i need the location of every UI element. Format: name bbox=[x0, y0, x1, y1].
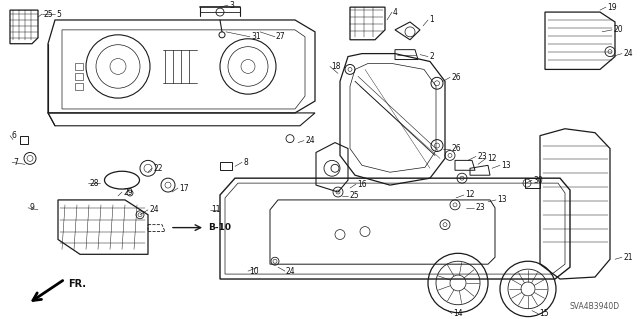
Text: 13: 13 bbox=[497, 196, 507, 204]
Text: 10: 10 bbox=[249, 267, 259, 276]
Text: 12: 12 bbox=[487, 154, 497, 163]
Text: 25: 25 bbox=[349, 191, 358, 200]
Text: B-10: B-10 bbox=[208, 223, 231, 232]
Text: 5: 5 bbox=[56, 10, 61, 19]
Text: 22: 22 bbox=[153, 164, 163, 173]
Text: 26: 26 bbox=[451, 144, 461, 153]
Text: 15: 15 bbox=[539, 309, 548, 318]
Text: 4: 4 bbox=[393, 8, 398, 17]
Text: 23: 23 bbox=[477, 152, 486, 161]
Text: 14: 14 bbox=[453, 309, 463, 318]
Text: 20: 20 bbox=[613, 26, 623, 34]
Text: 13: 13 bbox=[501, 161, 511, 170]
Text: 7: 7 bbox=[13, 158, 18, 167]
Text: 17: 17 bbox=[179, 183, 189, 193]
Text: 16: 16 bbox=[357, 180, 367, 189]
Text: 8: 8 bbox=[243, 158, 248, 167]
Text: 21: 21 bbox=[623, 253, 632, 262]
Text: 31: 31 bbox=[251, 32, 260, 41]
Text: 19: 19 bbox=[607, 3, 616, 11]
Text: 28: 28 bbox=[89, 179, 99, 188]
Text: 24: 24 bbox=[305, 136, 315, 145]
Text: 2: 2 bbox=[429, 52, 434, 61]
Text: 29: 29 bbox=[123, 188, 132, 197]
Text: 18: 18 bbox=[331, 62, 340, 71]
Text: 3: 3 bbox=[229, 1, 234, 10]
Text: 24: 24 bbox=[623, 49, 632, 58]
Text: 23: 23 bbox=[475, 203, 484, 212]
Text: 24: 24 bbox=[286, 267, 296, 276]
Text: 24: 24 bbox=[149, 205, 159, 214]
Text: 30: 30 bbox=[533, 176, 543, 185]
Text: 11: 11 bbox=[211, 205, 221, 214]
Text: 9: 9 bbox=[29, 203, 34, 212]
Text: 1: 1 bbox=[429, 16, 434, 25]
Text: SVA4B3940D: SVA4B3940D bbox=[570, 302, 620, 311]
Text: FR.: FR. bbox=[68, 279, 86, 289]
Text: 26: 26 bbox=[451, 73, 461, 82]
Text: 12: 12 bbox=[465, 190, 474, 199]
Text: 27: 27 bbox=[276, 32, 285, 41]
Text: 25: 25 bbox=[43, 10, 52, 19]
Text: 6: 6 bbox=[11, 131, 16, 140]
